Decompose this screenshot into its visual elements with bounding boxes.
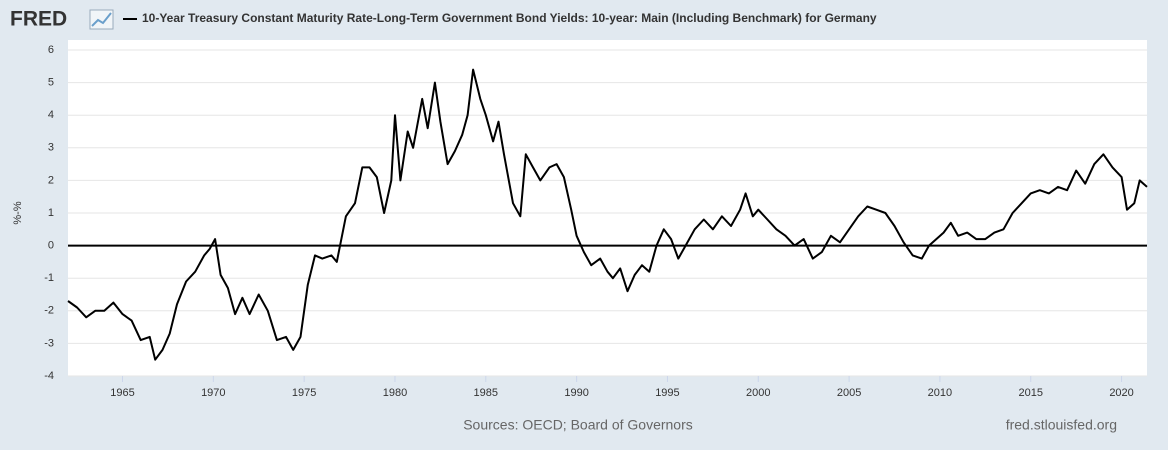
y-tick-label: -2 [44, 305, 54, 317]
source: Sources: OECD; Board of Governors [463, 417, 693, 433]
y-tick-label: -4 [44, 370, 54, 382]
x-tick-label: 1975 [292, 387, 316, 399]
logo: FRED [10, 8, 67, 31]
credit: fred.stlouisfed.org [1006, 417, 1117, 433]
series-line [67, 68, 1148, 361]
x-tick-label: 1970 [201, 387, 225, 399]
y-tick-label: 0 [48, 240, 54, 252]
y-tick-label: 3 [48, 142, 54, 154]
logo-icon [89, 9, 114, 30]
x-tick-label: 2005 [837, 387, 861, 399]
y-tick-label: -1 [44, 272, 54, 284]
x-tick-label: 2010 [928, 387, 952, 399]
y-tick-label: 1 [48, 207, 54, 219]
x-tick-label: 1985 [474, 387, 498, 399]
x-tick-label: 2020 [1109, 387, 1133, 399]
y-tick-label: 5 [48, 77, 54, 89]
y-tick-label: 6 [48, 44, 54, 56]
x-tick-label: 1965 [110, 387, 134, 399]
x-tick-label: 2015 [1019, 387, 1043, 399]
y-tick-label: 4 [48, 109, 54, 121]
y-tick-label: 2 [48, 174, 54, 186]
plot-area [68, 40, 1147, 376]
x-tick-label: 2000 [746, 387, 770, 399]
x-tick-label: 1995 [655, 387, 679, 399]
x-tick-label: 1980 [383, 387, 407, 399]
y-axis-label: %-% [12, 201, 24, 224]
x-tick-label: 1990 [564, 387, 588, 399]
y-tick-label: -3 [44, 337, 54, 349]
chart-title: 10-Year Treasury Constant Maturity Rate-… [142, 11, 877, 25]
